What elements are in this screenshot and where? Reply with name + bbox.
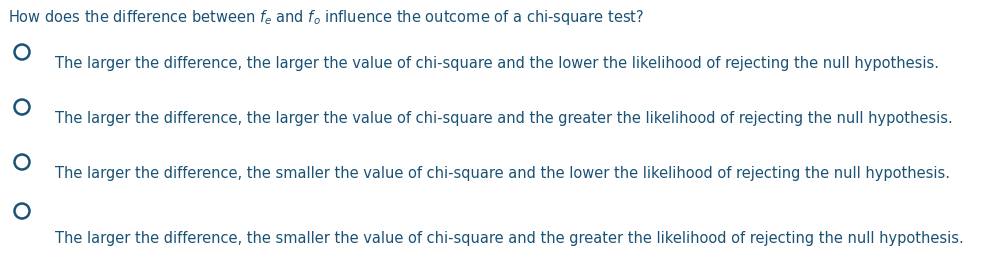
Text: The larger the difference, the larger the value of chi-square and the lower the : The larger the difference, the larger th… bbox=[55, 56, 939, 71]
Text: The larger the difference, the smaller the value of chi-square and the lower the: The larger the difference, the smaller t… bbox=[55, 166, 950, 181]
Text: The larger the difference, the smaller the value of chi-square and the greater t: The larger the difference, the smaller t… bbox=[55, 231, 964, 246]
Text: How does the difference between $\mathit{f}_e$ and $\mathit{f}_o$ influence the : How does the difference between $\mathit… bbox=[8, 8, 644, 27]
Text: The larger the difference, the larger the value of chi-square and the greater th: The larger the difference, the larger th… bbox=[55, 111, 953, 126]
